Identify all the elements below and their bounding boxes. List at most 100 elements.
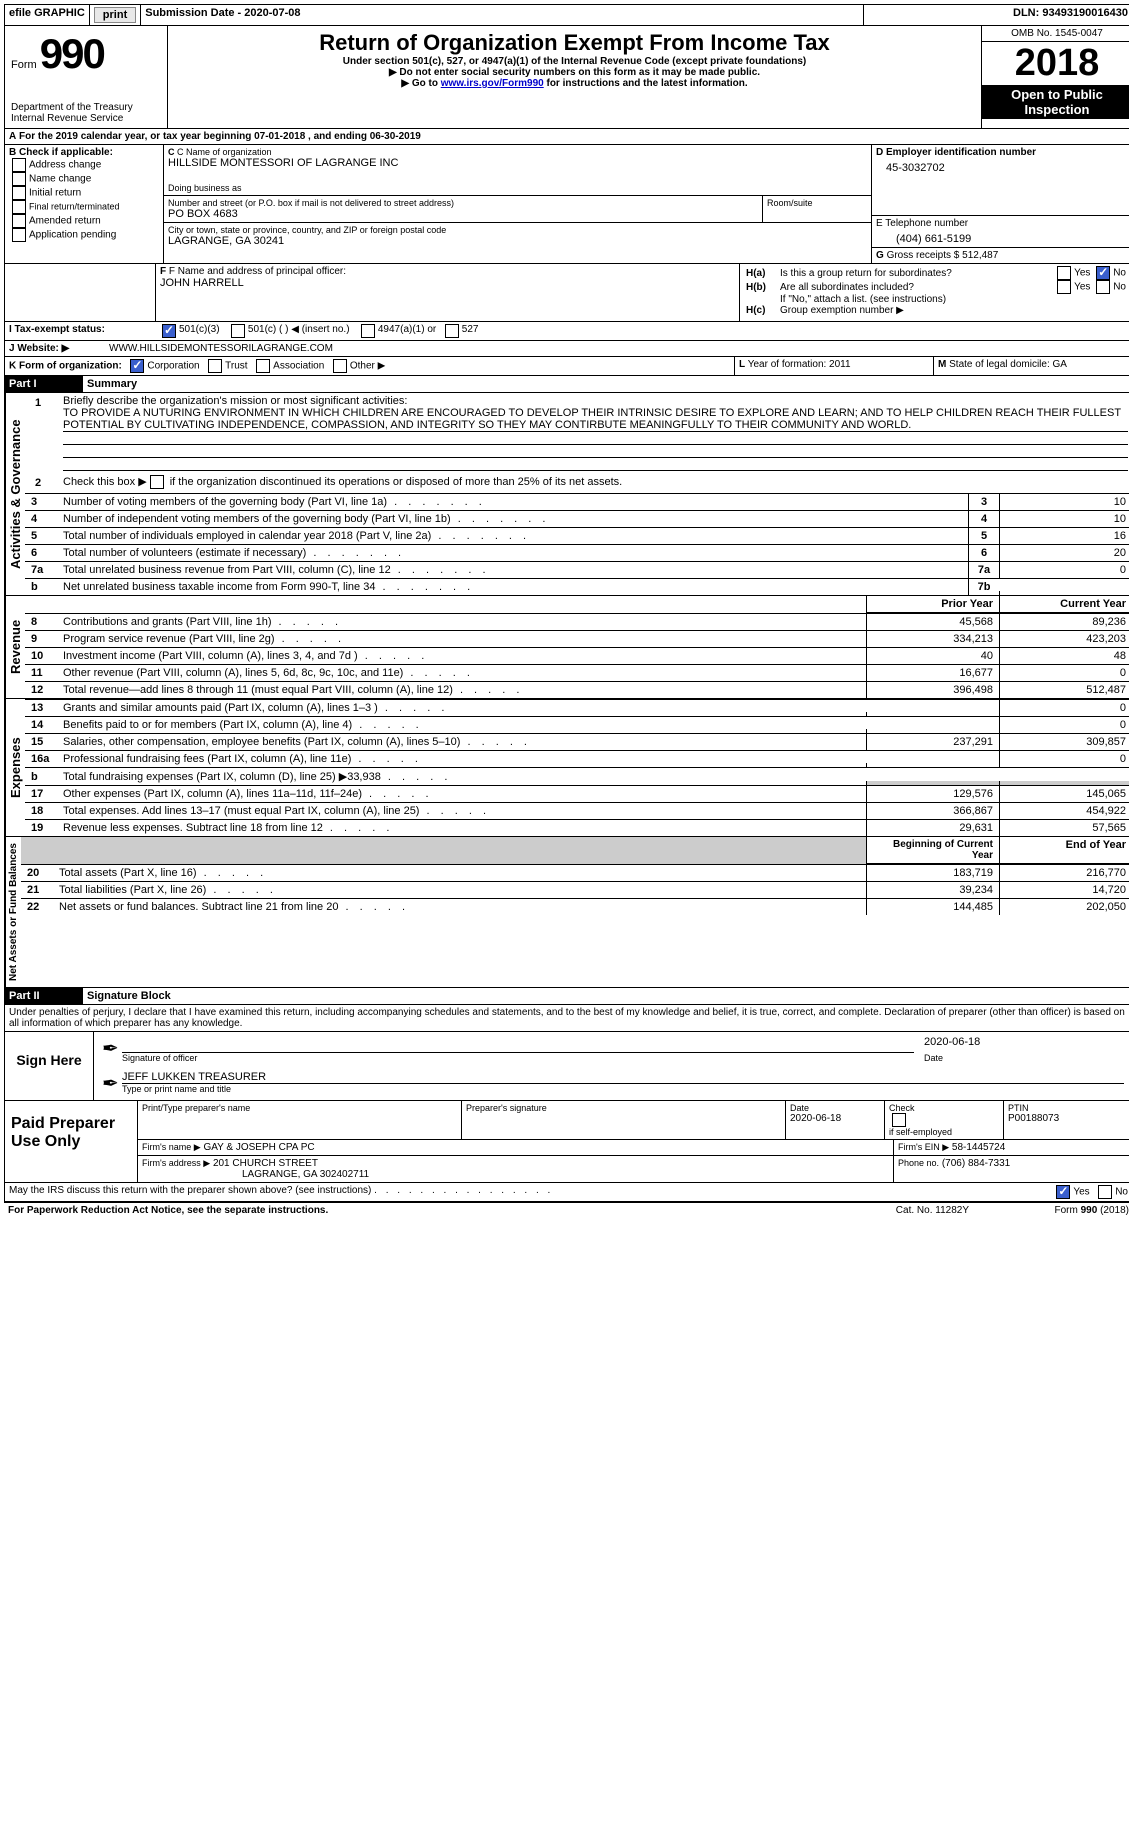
sig-date-label: Date [914,1053,1124,1063]
checkbox-icon[interactable] [445,324,459,338]
part1-body: Activities & Governance 1 Briefly descri… [4,393,1129,987]
checkbox-icon[interactable] [12,200,26,214]
current-val: 216,770 [999,865,1129,881]
checkbox-icon[interactable] [892,1113,906,1127]
checkbox-icon[interactable] [12,186,26,200]
line-num: 22 [21,899,55,915]
checkbox-icon[interactable] [1098,1185,1112,1199]
checkbox-icon[interactable] [1057,266,1071,280]
line-num: 9 [25,631,59,647]
open-inspection: Open to Public Inspection [982,85,1129,119]
current-val: 89,236 [999,614,1129,630]
officer-name: JOHN HARRELL [160,277,735,289]
discuss-yesno: Yes No [1053,1185,1128,1199]
line-num: 17 [25,786,59,802]
phone: (404) 661-5199 [876,229,1128,245]
line-num: 20 [21,865,55,881]
checkbox-icon[interactable] [162,324,176,338]
sig-name-label: Type or print name and title [122,1084,1124,1094]
opt-527: 527 [462,324,479,338]
city-label: City or town, state or province, country… [168,225,867,235]
line-num: 16a [25,751,59,767]
ha-yesno: Yes No [1054,266,1126,280]
checkbox-icon[interactable] [150,475,164,489]
summary-row: 6 Total number of volunteers (estimate i… [25,544,1129,561]
summary-row: 15 Salaries, other compensation, employe… [25,733,1129,750]
header-left: Form 990 Department of the Treasury Inte… [5,26,168,128]
yes-label: Yes [1074,268,1090,279]
box-b-item: Final return/terminated [9,200,159,214]
opt-trust: Trust [225,361,247,372]
box-b-item: Amended return [9,214,159,228]
summary-row: 13 Grants and similar amounts paid (Part… [25,699,1129,716]
checkbox-icon[interactable] [12,228,26,242]
current-val: 423,203 [999,631,1129,647]
summary-row: 22 Net assets or fund balances. Subtract… [21,898,1129,915]
prior-val: 237,291 [866,734,999,750]
checkbox-icon[interactable] [12,172,26,186]
footer-right: Form 990 (2018) [969,1205,1129,1216]
line-num: 11 [25,665,59,681]
irs-link[interactable]: www.irs.gov/Form990 [441,78,544,89]
line-box: 5 [968,528,999,544]
addr-label: Number and street (or P.O. box if mail i… [168,198,758,208]
form-subtitle: Under section 501(c), 527, or 4947(a)(1)… [178,56,971,67]
pp-sig-label: Preparer's signature [466,1103,781,1113]
current-val: 454,922 [999,803,1129,819]
hb-yesno: Yes No [1054,280,1126,294]
box-d-label: D Employer identification number [876,147,1128,158]
current-val: 309,857 [999,734,1129,750]
box-c: C C Name of organization HILLSIDE MONTES… [164,145,872,263]
summary-row: b Net unrelated business taxable income … [25,578,1129,595]
box-b-item: Application pending [9,228,159,242]
checkbox-icon[interactable] [256,359,270,373]
line-num: 6 [25,545,59,561]
firm-phone-label: Phone no. [898,1158,939,1168]
efile-label: efile GRAPHIC [5,5,90,25]
line-num: 18 [25,803,59,819]
prior-val: 183,719 [866,865,999,881]
side-expenses: Expenses [5,699,25,836]
checkbox-icon[interactable] [333,359,347,373]
current-val: 0 [999,751,1129,767]
box-i-label: I Tax-exempt status: [9,324,159,338]
checkbox-icon[interactable] [12,214,26,228]
prior-val [866,763,999,767]
form-note1: ▶ Do not enter social security numbers o… [178,67,971,78]
checkbox-icon[interactable] [130,359,144,373]
current-val [999,781,1129,785]
checkbox-icon[interactable] [231,324,245,338]
summary-row: 3 Number of voting members of the govern… [25,493,1129,510]
firm-ein: 58-1445724 [952,1142,1005,1153]
hb-text: Are all subordinates included? [780,282,1054,293]
form-label: Form 990 [11,30,161,78]
checkbox-icon[interactable] [1057,280,1071,294]
checkbox-icon[interactable] [1096,266,1110,280]
box-b-text: Address change [29,160,101,171]
line-num: 14 [25,717,59,733]
box-b-item: Initial return [9,186,159,200]
no-label: No [1115,1187,1128,1198]
footer-right-bold: 990 [1081,1205,1098,1216]
opt-501c: 501(c) ( ) ◀ (insert no.) [248,324,350,338]
line-text: Total number of individuals employed in … [59,528,968,544]
line-box: 6 [968,545,999,561]
print-button-wrap: print [90,5,141,25]
box-b-text: Application pending [29,230,116,241]
summary-row: 14 Benefits paid to or for members (Part… [25,716,1129,733]
box-k-label: K Form of organization: [9,361,122,372]
footer-right-pre: Form [1055,1205,1081,1216]
checkbox-icon[interactable] [361,324,375,338]
summary-row: 11 Other revenue (Part VIII, column (A),… [25,664,1129,681]
dept2: Internal Revenue Service [11,113,161,124]
checkbox-icon[interactable] [1096,280,1110,294]
room-label: Room/suite [762,196,871,222]
checkbox-icon[interactable] [208,359,222,373]
checkbox-icon[interactable] [12,158,26,172]
checkbox-icon[interactable] [1056,1185,1070,1199]
ha-label: H(a) [746,268,780,279]
firm-addr-label: Firm's address ▶ [142,1158,210,1168]
no-label: No [1113,268,1126,279]
pp-check: Check if self-employed [884,1101,1003,1139]
print-button[interactable]: print [94,7,136,23]
